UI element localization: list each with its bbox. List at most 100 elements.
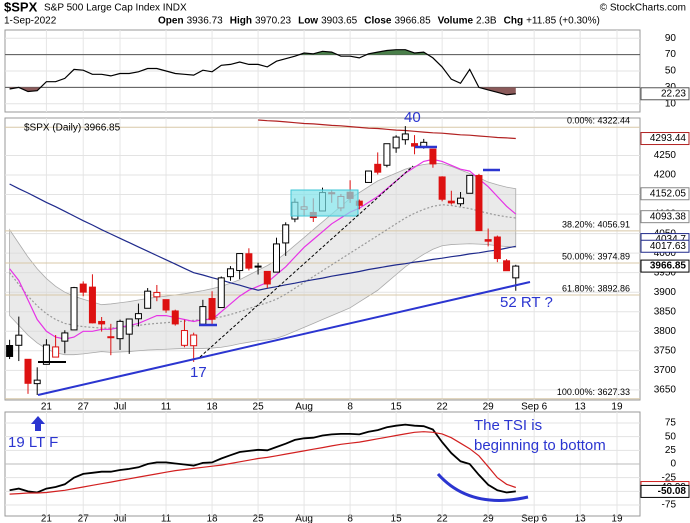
trend-line-dashed bbox=[199, 165, 414, 358]
overbought-fill bbox=[299, 49, 428, 55]
x-tick-label: 29 bbox=[483, 402, 495, 413]
price-label-box bbox=[640, 484, 690, 498]
candle-body bbox=[6, 345, 14, 357]
x-tick-label: 15 bbox=[391, 402, 403, 413]
price-label: 4017.63 bbox=[650, 241, 687, 252]
y-tick-label: 3850 bbox=[654, 306, 677, 317]
fib-label: 38.20%: 4056.91 bbox=[562, 219, 630, 229]
candle-body bbox=[254, 265, 262, 268]
annotation: The TSI is bbox=[474, 417, 542, 434]
candle-body bbox=[33, 379, 41, 385]
stat-label: High bbox=[230, 16, 252, 27]
trend-line bbox=[37, 281, 531, 396]
y-tick-label: 3950 bbox=[654, 267, 677, 278]
y-tick-label: 3700 bbox=[654, 365, 677, 376]
candle-body bbox=[125, 318, 133, 335]
price-label-box bbox=[640, 132, 690, 146]
candle-body bbox=[503, 260, 511, 272]
bollinger-band bbox=[9, 162, 517, 356]
price-label-box bbox=[640, 87, 690, 101]
x-tick-label: 15 bbox=[391, 514, 403, 523]
candle-body bbox=[226, 268, 234, 278]
x-tick-label: 8 bbox=[347, 402, 353, 413]
candle-body bbox=[475, 175, 483, 232]
price-label: 4034.7 bbox=[655, 234, 686, 245]
y-tick-label: 50 bbox=[665, 66, 677, 77]
y-tick-label: -25 bbox=[662, 472, 677, 483]
candle-body bbox=[282, 224, 290, 244]
index-name: S&P 500 Large Cap Index INDX bbox=[44, 3, 187, 14]
candle-body bbox=[24, 358, 32, 384]
y-tick-label: 70 bbox=[665, 49, 677, 60]
candle-body bbox=[134, 313, 142, 320]
candle-body bbox=[144, 290, 152, 309]
candle-body bbox=[438, 176, 446, 200]
candle-body bbox=[153, 291, 161, 298]
annotation: 40 bbox=[404, 109, 421, 126]
candle-body bbox=[383, 143, 391, 166]
price-label-box bbox=[640, 239, 690, 253]
y-tick-label: 4200 bbox=[654, 170, 677, 181]
x-tick-label: Jul bbox=[114, 402, 127, 413]
candle-body bbox=[162, 299, 170, 311]
x-tick-label: Sep 6 bbox=[521, 514, 548, 523]
curve bbox=[436, 473, 529, 502]
stat-label: Chg bbox=[504, 16, 523, 27]
stat-value: 3936.73 bbox=[187, 16, 224, 27]
annotation: 19 LT F bbox=[8, 434, 58, 451]
x-tick-label: 11 bbox=[161, 514, 172, 523]
candle-body bbox=[98, 320, 106, 325]
panel-frame bbox=[4, 117, 641, 401]
x-tick-label: 29 bbox=[483, 514, 495, 523]
candle-body bbox=[180, 330, 188, 346]
copyright: © StockCharts.com bbox=[600, 3, 686, 14]
candle-body bbox=[272, 243, 280, 273]
candle-body bbox=[411, 143, 419, 147]
moving-average bbox=[9, 204, 516, 329]
annotation: beginning to bottom bbox=[474, 437, 606, 454]
price-label: 4152.05 bbox=[650, 188, 687, 199]
price-label: 3966.85 bbox=[650, 261, 687, 272]
candle-body bbox=[493, 236, 501, 260]
y-tick-label: 4250 bbox=[654, 150, 677, 161]
y-tick-label: 10 bbox=[665, 98, 677, 109]
x-tick-label: Sep 6 bbox=[521, 402, 548, 413]
price-label-box bbox=[640, 259, 690, 273]
price-label: -50.08 bbox=[658, 486, 687, 497]
x-tick-label: 18 bbox=[207, 514, 219, 523]
candle-body bbox=[236, 253, 244, 272]
candle-body bbox=[171, 310, 179, 325]
candle-body bbox=[245, 253, 253, 269]
panels: 907050301022.233650370037503800385039003… bbox=[4, 29, 690, 523]
fib-label: 100.00%: 3627.33 bbox=[557, 387, 630, 397]
y-tick-label: 50 bbox=[665, 431, 677, 442]
candle-body bbox=[263, 270, 271, 285]
candle-body bbox=[466, 174, 474, 194]
date: 1-Sep-2022 bbox=[4, 16, 57, 27]
y-tick-label: 75 bbox=[665, 418, 677, 429]
legend: $SPX (Daily) 3966.85 bbox=[24, 123, 121, 134]
candle-body bbox=[365, 170, 373, 183]
stat-value: +11.85 (+0.30%) bbox=[526, 16, 600, 27]
x-tick-label: 25 bbox=[253, 402, 265, 413]
stat-value: 2.3B bbox=[476, 16, 497, 27]
annotation: 52 RT ? bbox=[500, 294, 553, 311]
candle-body bbox=[392, 136, 400, 149]
stat-label: Open bbox=[158, 16, 184, 27]
candle-body bbox=[70, 287, 78, 331]
candle-body bbox=[447, 200, 455, 204]
price-label: 22.23 bbox=[661, 88, 686, 99]
candle-body bbox=[52, 346, 60, 358]
fib-label: 50.00%: 3974.89 bbox=[562, 251, 630, 261]
y-tick-label: 3900 bbox=[654, 287, 677, 298]
candle-body bbox=[190, 334, 198, 347]
indicator-line bbox=[9, 49, 516, 96]
candle-body bbox=[429, 148, 437, 165]
x-tick-label: 27 bbox=[78, 514, 90, 523]
tsi-line bbox=[9, 431, 516, 495]
highlight-box bbox=[290, 189, 359, 217]
tsi-line bbox=[9, 423, 516, 494]
candle-body bbox=[116, 320, 124, 340]
x-tick-label: 25 bbox=[253, 514, 265, 523]
